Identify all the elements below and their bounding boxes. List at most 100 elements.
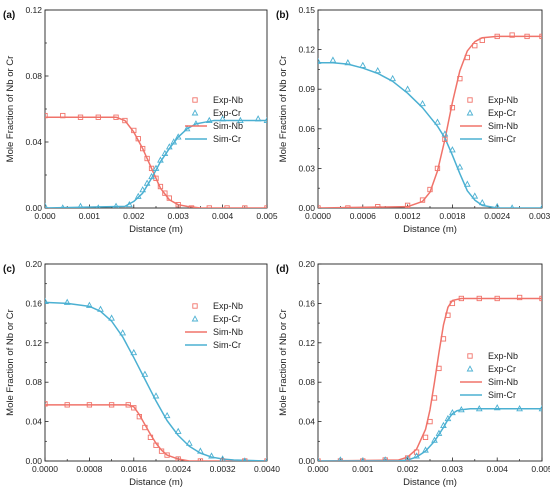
- x-axis-label: Distance (m): [403, 477, 457, 488]
- panel-label: (c): [3, 264, 15, 275]
- data-point-exp-nb: [449, 105, 456, 111]
- data-point-exp-nb: [427, 418, 433, 425]
- data-point-exp-cr: [444, 414, 452, 422]
- legend-label: Sim-Cr: [213, 134, 241, 144]
- series-line-sim-cr: [318, 62, 542, 208]
- data-point-exp-cr: [126, 200, 133, 208]
- data-point-exp-nb: [464, 54, 470, 61]
- data-point-exp-nb: [188, 205, 195, 208]
- data-point-exp-cr: [108, 314, 115, 321]
- legend-marker-exp-nb: [192, 303, 198, 309]
- legend-label: Exp-Cr: [213, 314, 241, 324]
- panel-c: 0.0000 0.0008 0.0016 0.0024 0.0032 0.0040 0.00…: [3, 259, 280, 488]
- data-point-exp-nb: [45, 112, 48, 119]
- x-tick-label: 0.0018: [439, 211, 465, 221]
- data-point-exp-cr: [208, 452, 215, 459]
- data-point-exp-cr: [170, 138, 178, 145]
- series-group: [318, 32, 542, 208]
- y-tick-label: 0.00: [25, 456, 42, 466]
- data-point-exp-cr: [431, 436, 438, 443]
- data-point-exp-cr: [157, 156, 164, 163]
- x-tick-label: 0.005: [256, 211, 278, 221]
- data-point-exp-nb: [224, 205, 230, 208]
- data-point-exp-cr: [163, 411, 171, 419]
- data-point-exp-nb: [131, 405, 137, 411]
- data-point-exp-nb: [125, 402, 131, 408]
- data-point-exp-nb: [135, 136, 141, 142]
- x-tick-label: 0.000: [34, 211, 56, 221]
- panel-a: 0.000 0.001 0.002 0.003 0.004 0.005 0.00 0.04 0.…: [3, 5, 278, 235]
- x-tick-label: 0.000: [307, 464, 329, 474]
- x-axis-label: Distance (m): [129, 477, 183, 488]
- x-tick-label: 0.0000: [32, 464, 58, 474]
- panel-label: (a): [3, 10, 15, 21]
- legend-label: Sim-Cr: [488, 390, 516, 400]
- data-point-exp-cr: [434, 118, 441, 125]
- data-point-exp-nb: [458, 295, 465, 302]
- data-point-exp-cr: [165, 143, 173, 150]
- data-point-exp-nb: [345, 205, 351, 208]
- data-point-exp-nb: [427, 186, 433, 193]
- data-point-exp-cr: [539, 204, 542, 208]
- data-point-exp-cr: [197, 447, 204, 454]
- y-tick-label: 0.08: [298, 377, 315, 387]
- legend-label: Exp-Nb: [213, 95, 243, 105]
- data-point-exp-cr: [413, 452, 420, 459]
- data-point-exp-cr: [130, 348, 138, 356]
- legend: Exp-Nb Exp-Cr Sim-Nb Sim-Cr: [460, 95, 518, 144]
- data-point-exp-cr: [63, 298, 71, 305]
- panel-label: (d): [276, 264, 289, 275]
- data-point-exp-nb: [206, 205, 212, 208]
- x-tick-label: 0.0000: [305, 211, 331, 221]
- data-point-exp-cr: [96, 204, 101, 208]
- data-point-exp-cr: [344, 59, 352, 66]
- y-tick-label: 0.00: [298, 456, 315, 466]
- data-point-exp-cr: [374, 66, 382, 74]
- data-point-exp-cr: [237, 116, 244, 123]
- x-tick-label: 0.003: [168, 211, 190, 221]
- x-tick-label: 0.003: [442, 464, 464, 474]
- panel-d: 0.000 0.001 0.002 0.003 0.004 0.005 0.00 0.04 0.…: [276, 259, 550, 488]
- data-point-exp-nb: [147, 434, 154, 441]
- x-tick-label: 0.005: [531, 464, 550, 474]
- data-point-exp-nb: [242, 205, 248, 208]
- y-tick-label: 0.16: [25, 298, 42, 308]
- y-tick-label: 0.04: [25, 417, 42, 427]
- legend-label: Exp-Nb: [488, 351, 518, 361]
- data-point-exp-cr: [422, 446, 429, 453]
- data-point-exp-cr: [254, 115, 262, 122]
- data-point-exp-nb: [144, 155, 150, 162]
- x-axis-label: Distance (m): [403, 224, 457, 235]
- data-point-exp-nb: [77, 114, 84, 120]
- data-point-exp-cr: [152, 164, 160, 171]
- data-point-exp-nb: [175, 202, 181, 208]
- data-point-exp-nb: [449, 300, 456, 307]
- y-tick-label: 0.03: [298, 163, 315, 173]
- x-tick-label: 0.004: [487, 464, 509, 474]
- y-tick-label: 0.16: [298, 298, 315, 308]
- legend-label: Sim-Nb: [488, 121, 518, 131]
- plot-frame: [317, 263, 543, 462]
- panel-label: (b): [276, 10, 289, 21]
- data-point-exp-nb: [440, 336, 447, 342]
- series-line-sim-cr: [45, 301, 267, 461]
- data-point-exp-nb: [122, 117, 128, 124]
- data-point-exp-nb: [45, 401, 48, 407]
- data-point-exp-cr: [219, 115, 226, 122]
- plot-frame: [44, 263, 268, 462]
- legend: Exp-Nb Exp-Cr Sim-Nb Sim-Cr: [185, 301, 243, 350]
- data-point-exp-cr: [360, 457, 365, 461]
- data-point-exp-nb: [419, 197, 426, 203]
- data-point-exp-nb: [318, 458, 321, 461]
- data-point-exp-cr: [174, 133, 182, 140]
- y-tick-label: 0.04: [25, 137, 42, 147]
- data-point-exp-cr: [139, 186, 147, 193]
- legend-label: Exp-Nb: [488, 95, 518, 105]
- legend-label: Sim-Cr: [213, 340, 241, 350]
- data-point-exp-cr: [97, 305, 104, 312]
- data-point-exp-cr: [152, 392, 160, 399]
- data-point-exp-cr: [161, 149, 169, 156]
- data-point-exp-nb: [113, 114, 119, 120]
